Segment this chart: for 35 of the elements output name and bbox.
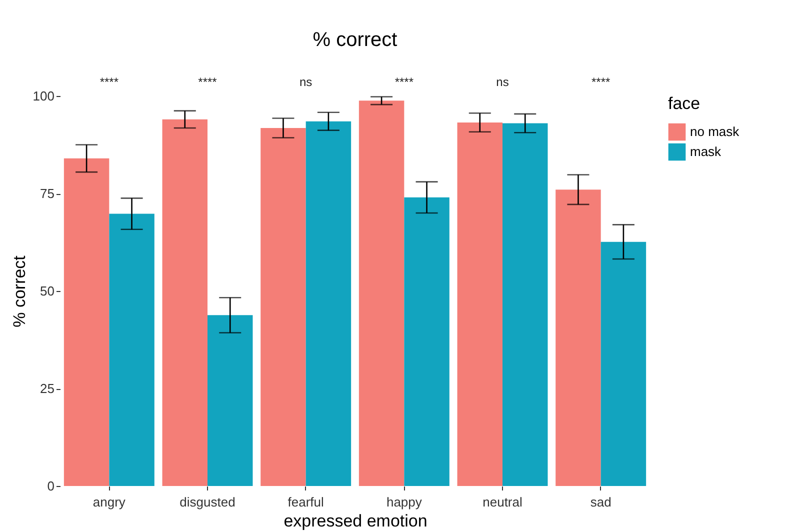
bar	[502, 123, 548, 486]
chart-title: % correct	[312, 29, 398, 51]
text: ****	[100, 75, 119, 89]
bar	[404, 197, 450, 486]
bar	[64, 158, 110, 486]
x-tick-label: happy	[386, 494, 422, 510]
x-tick-label: sad	[590, 494, 612, 510]
bar	[457, 122, 502, 486]
y-tick-label: 100	[32, 88, 54, 104]
legend-label: no mask	[690, 124, 740, 139]
bar	[109, 214, 154, 486]
text: ****	[198, 75, 218, 89]
y-tick-label: 25	[40, 381, 54, 396]
x-tick-label: neutral	[482, 494, 522, 510]
bar	[600, 242, 646, 486]
y-tick-label: 0	[47, 478, 54, 494]
text: ns	[496, 75, 509, 89]
x-tick-label: angry	[92, 494, 126, 510]
x-tick-label: fearful	[288, 494, 324, 510]
bar	[556, 190, 601, 486]
y-axis-title: % correct	[10, 255, 29, 328]
y-tick-label: 75	[40, 186, 54, 201]
bar	[208, 315, 253, 486]
y-tick-label: 50	[40, 284, 54, 298]
legend-title: face	[668, 94, 700, 113]
bar	[358, 100, 404, 486]
bar	[260, 128, 306, 486]
x-axis-title: expressed emotion	[284, 512, 428, 530]
legend-label: mask	[690, 144, 722, 159]
text: ns	[299, 75, 312, 89]
bar	[306, 121, 352, 486]
text: ****	[591, 75, 610, 89]
x-tick-label: disgusted	[180, 494, 236, 510]
bar	[162, 119, 208, 486]
text: ****	[394, 75, 414, 89]
